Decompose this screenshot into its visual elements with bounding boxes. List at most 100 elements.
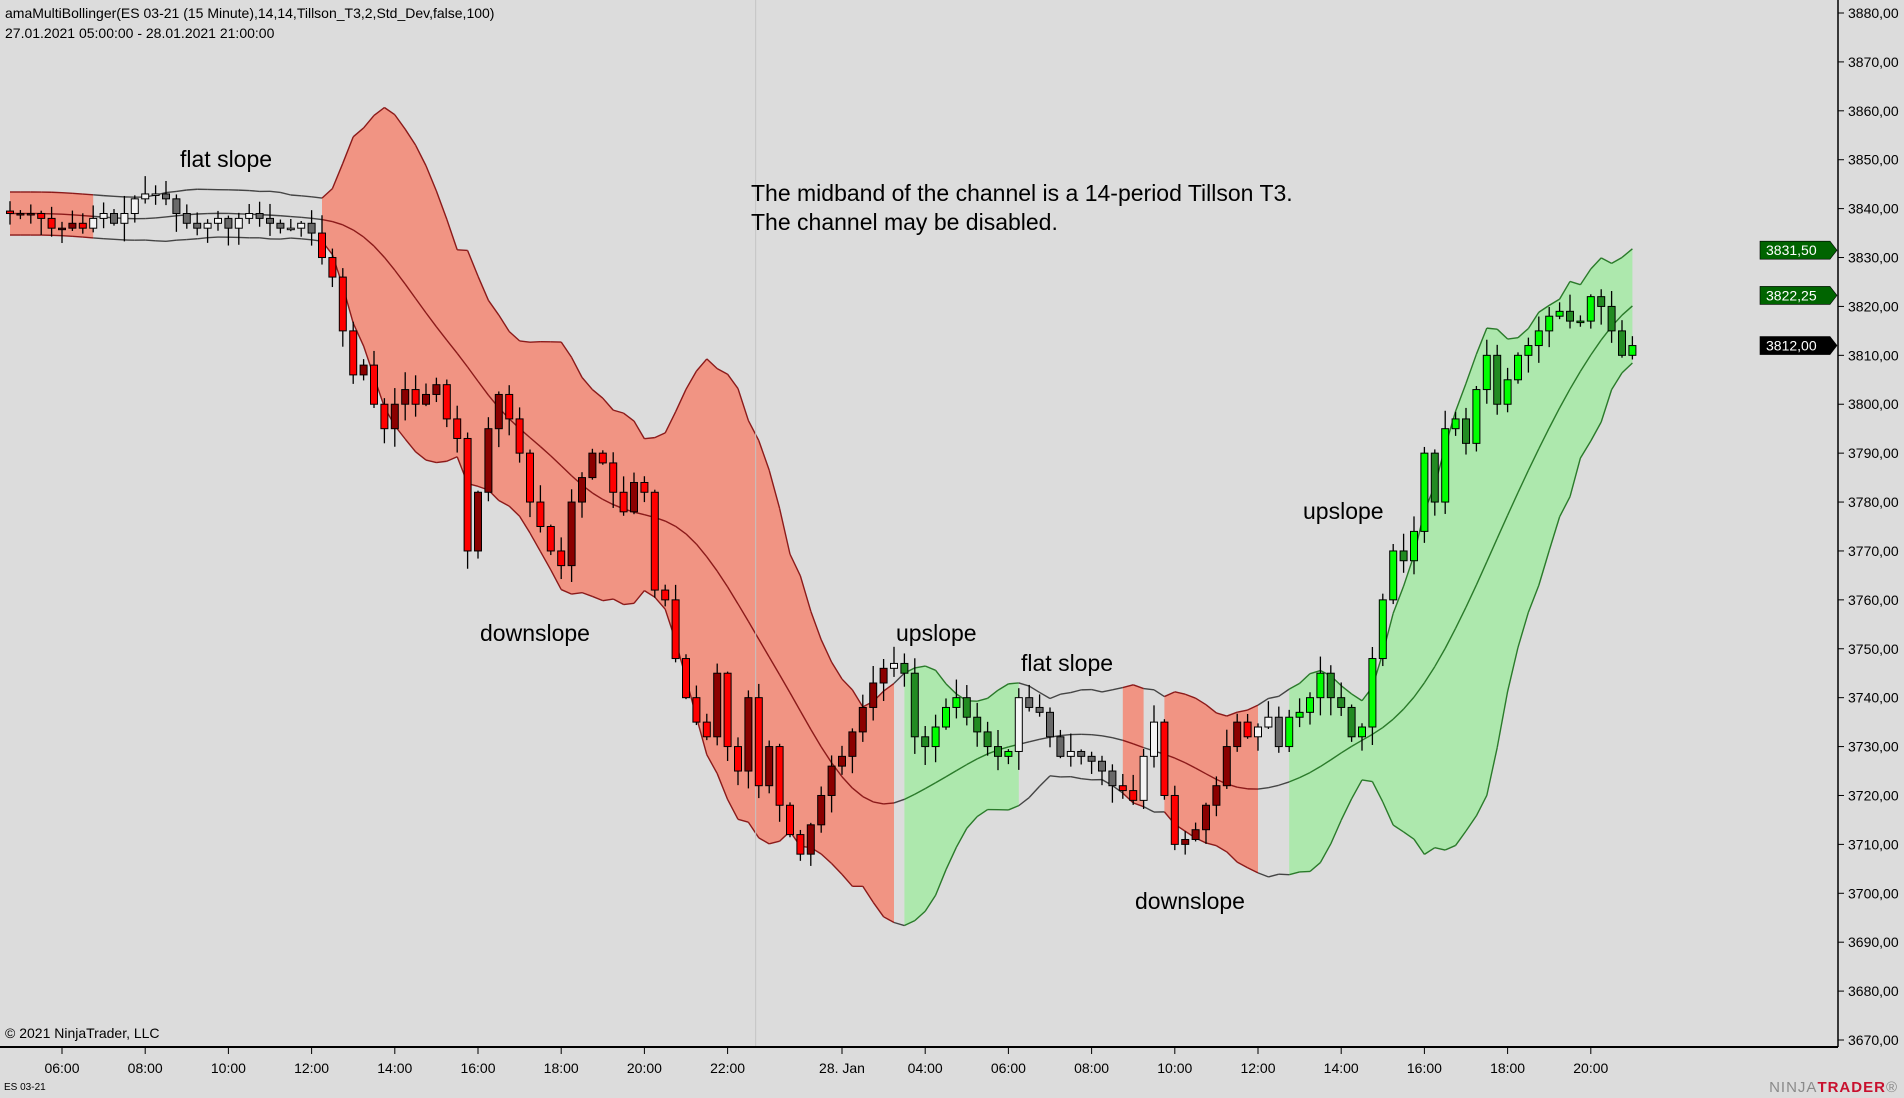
lower-band-segment: [404, 438, 417, 453]
lower-band-segment: [1621, 362, 1633, 374]
candle-body: [422, 393, 430, 405]
upper-band-segment: [591, 388, 604, 399]
midband-segment: [904, 793, 916, 800]
candle-body: [619, 491, 628, 513]
midband-segment: [1527, 448, 1540, 471]
upper-band-segment: [644, 436, 655, 440]
candle: [952, 679, 961, 719]
midband-segment: [1558, 388, 1571, 409]
candle-body: [1181, 838, 1190, 845]
upper-band-segment: [269, 190, 281, 194]
lower-band-segment: [644, 590, 656, 598]
candle: [110, 209, 118, 226]
candle: [1472, 385, 1481, 452]
candle: [1326, 665, 1335, 716]
midband-segment: [560, 465, 573, 477]
upper-band-segment: [1611, 256, 1623, 265]
upper-band-segment: [176, 189, 187, 193]
candle: [224, 215, 233, 246]
y-tick-label: 3720,00: [1848, 787, 1899, 803]
midband-segment: [404, 283, 417, 299]
lower-band-segment: [1257, 872, 1269, 878]
upper-band-segment: [1070, 689, 1082, 694]
candle-body: [411, 389, 420, 405]
midband-segment: [477, 380, 489, 396]
upper-band-segment: [1548, 298, 1560, 306]
upper-band-segment: [373, 106, 385, 117]
x-tick-label: 12:00: [1240, 1060, 1275, 1076]
lower-band-segment: [862, 885, 874, 903]
candle: [1451, 411, 1460, 436]
y-tick-label: 3820,00: [1848, 298, 1899, 314]
x-tick-label: 08:00: [128, 1060, 163, 1076]
upper-band-segment: [799, 575, 812, 612]
lower-band-segment: [904, 920, 916, 927]
candle-body: [1066, 750, 1075, 757]
upper-band-segment: [560, 341, 573, 358]
lower-band-segment: [1434, 846, 1446, 851]
lower-band-segment: [301, 238, 312, 241]
lower-band-segment: [1049, 775, 1061, 778]
channel-fill-down: [1164, 691, 1258, 873]
candle-body: [68, 222, 77, 229]
midband-segment: [1268, 784, 1279, 789]
x-tick-label: 18:00: [1490, 1060, 1525, 1076]
candle: [848, 728, 857, 774]
lower-band-segment: [571, 591, 583, 595]
candle: [1420, 446, 1429, 543]
midband-segment: [1486, 538, 1498, 563]
midband-segment: [914, 788, 926, 795]
candle: [702, 713, 711, 741]
midband-segment: [685, 533, 697, 545]
candle: [1358, 723, 1366, 751]
midband-segment: [1361, 733, 1373, 741]
upper-band-segment: [602, 397, 614, 411]
candle-body: [1503, 379, 1512, 405]
lower-band-segment: [747, 821, 760, 839]
candle-body: [1378, 599, 1387, 660]
candle-body: [1264, 716, 1273, 728]
candle: [931, 714, 940, 763]
midband-segment: [280, 215, 291, 218]
midband-segment: [321, 218, 333, 223]
candle-body: [328, 257, 337, 278]
candle: [546, 524, 555, 556]
candle: [1087, 751, 1096, 774]
lower-band-segment: [498, 499, 510, 507]
candle-body: [765, 746, 774, 787]
y-tick-label: 3870,00: [1848, 54, 1899, 70]
midband-segment: [1122, 739, 1134, 745]
candle-body: [1524, 345, 1533, 356]
lower-band-segment: [602, 598, 614, 602]
y-tick-label: 3850,00: [1848, 152, 1899, 168]
candle: [1441, 410, 1450, 514]
lower-band-segment: [831, 863, 843, 875]
midband-segment: [61, 213, 73, 216]
candle-body: [848, 731, 857, 757]
lower-band-segment: [1496, 691, 1509, 748]
candle-body: [942, 706, 950, 728]
upper-band-segment: [61, 191, 73, 194]
midband-segment: [550, 455, 562, 467]
candle: [1170, 785, 1179, 851]
date-range: 27.01.2021 05:00:00 - 28.01.2021 21:00:0…: [5, 25, 275, 41]
upper-band-segment: [1184, 693, 1196, 699]
candle-body: [6, 210, 14, 215]
midband-segment: [935, 776, 947, 784]
annotation-upslope-2: upslope: [1303, 498, 1384, 524]
candle-body: [1222, 746, 1231, 787]
candle: [1462, 407, 1470, 455]
x-tick-label: 20:00: [1573, 1060, 1608, 1076]
candle: [1410, 516, 1418, 575]
midband-segment: [467, 366, 479, 382]
lower-band-segment: [1361, 779, 1373, 783]
midband-segment: [425, 312, 437, 328]
candle-body: [1482, 354, 1491, 391]
x-tick-label: 14:00: [377, 1060, 412, 1076]
x-tick-label: 06:00: [991, 1060, 1026, 1076]
annotation-upslope-1: upslope: [896, 620, 977, 646]
candle: [1399, 533, 1408, 573]
candle: [1150, 705, 1158, 768]
candle: [1378, 593, 1387, 667]
